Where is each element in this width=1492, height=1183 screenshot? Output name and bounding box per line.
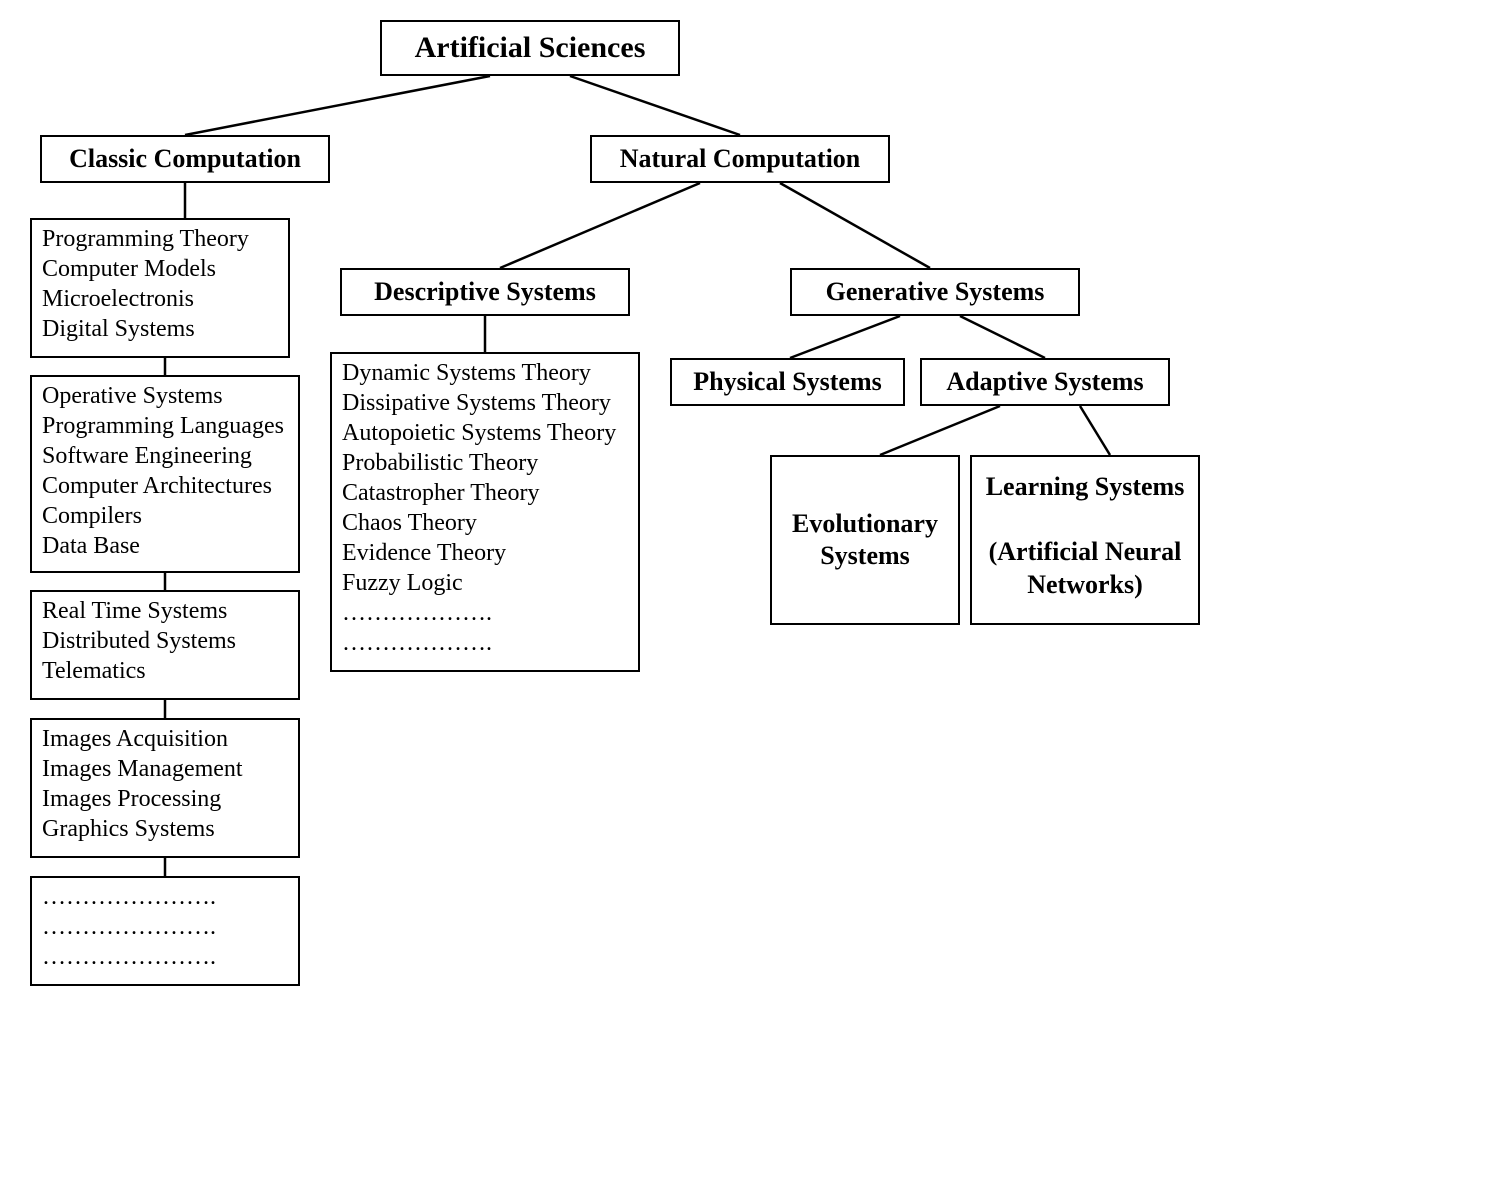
edge-natural-descriptive <box>500 183 700 268</box>
node-physical: Physical Systems <box>670 358 905 406</box>
node-adaptive: Adaptive Systems <box>920 358 1170 406</box>
node-line <box>1082 504 1089 537</box>
node-line: Graphics Systems <box>42 814 288 844</box>
node-label: Adaptive Systems <box>946 366 1143 399</box>
node-line: Dynamic Systems Theory <box>342 358 628 388</box>
node-line: Fuzzy Logic <box>342 568 628 598</box>
node-line: Digital Systems <box>42 314 278 344</box>
edge-generative-physical <box>790 316 900 358</box>
node-line: Probabilistic Theory <box>342 448 628 478</box>
node-line: …………………. <box>42 882 288 912</box>
node-label: Generative Systems <box>826 276 1045 309</box>
node-line: …………………. <box>42 912 288 942</box>
node-line: Images Processing <box>42 784 288 814</box>
node-descriptive: Descriptive Systems <box>340 268 630 316</box>
node-line: Networks) <box>1027 569 1143 602</box>
node-line: ………………. <box>342 598 628 628</box>
node-line: Operative Systems <box>42 381 288 411</box>
node-line: Real Time Systems <box>42 596 288 626</box>
node-line: Chaos Theory <box>342 508 628 538</box>
node-line: Microelectronis <box>42 284 278 314</box>
node-classic_list_5: ………………….………………….…………………. <box>30 876 300 986</box>
node-line: Telematics <box>42 656 288 686</box>
node-line: Programming Theory <box>42 224 278 254</box>
edge-generative-adaptive <box>960 316 1045 358</box>
node-label: Descriptive Systems <box>374 276 596 309</box>
node-line: Dissipative Systems Theory <box>342 388 628 418</box>
node-generative: Generative Systems <box>790 268 1080 316</box>
node-root: Artificial Sciences <box>380 20 680 76</box>
node-classic_list_4: Images AcquisitionImages ManagementImage… <box>30 718 300 858</box>
node-line: Catastropher Theory <box>342 478 628 508</box>
node-natural: Natural Computation <box>590 135 890 183</box>
node-label: Artificial Sciences <box>415 29 646 67</box>
node-line: Computer Architectures <box>42 471 288 501</box>
node-descriptive_list: Dynamic Systems TheoryDissipative System… <box>330 352 640 672</box>
edge-adaptive-evolutionary <box>880 406 1000 455</box>
node-evolutionary: EvolutionarySystems <box>770 455 960 625</box>
node-classic_list_1: Programming TheoryComputer ModelsMicroel… <box>30 218 290 358</box>
node-label: Classic Computation <box>69 143 301 176</box>
node-line: Programming Languages <box>42 411 288 441</box>
node-line: ………………. <box>342 628 628 658</box>
node-learning: Learning Systems (Artificial NeuralNetwo… <box>970 455 1200 625</box>
node-classic: Classic Computation <box>40 135 330 183</box>
node-line: Learning Systems <box>986 471 1185 504</box>
node-line: Distributed Systems <box>42 626 288 656</box>
node-line: Computer Models <box>42 254 278 284</box>
node-classic_list_3: Real Time SystemsDistributed SystemsTele… <box>30 590 300 700</box>
edge-natural-generative <box>780 183 930 268</box>
node-line: Systems <box>820 540 910 573</box>
node-classic_list_2: Operative SystemsProgramming LanguagesSo… <box>30 375 300 573</box>
node-line: Images Acquisition <box>42 724 288 754</box>
node-line: Data Base <box>42 531 288 561</box>
node-line: (Artificial Neural <box>989 536 1182 569</box>
edge-root-natural <box>570 76 740 135</box>
diagram-canvas: Artificial Sciences Classic Computation Na… <box>0 0 1492 1183</box>
node-label: Natural Computation <box>620 143 861 176</box>
node-line: Evidence Theory <box>342 538 628 568</box>
edge-root-classic <box>185 76 490 135</box>
node-line: Autopoietic Systems Theory <box>342 418 628 448</box>
node-line: Images Management <box>42 754 288 784</box>
edge-adaptive-learning <box>1080 406 1110 455</box>
node-line: Software Engineering <box>42 441 288 471</box>
node-label: Physical Systems <box>693 366 882 399</box>
node-line: Compilers <box>42 501 288 531</box>
node-line: Evolutionary <box>792 508 938 541</box>
node-line: …………………. <box>42 942 288 972</box>
